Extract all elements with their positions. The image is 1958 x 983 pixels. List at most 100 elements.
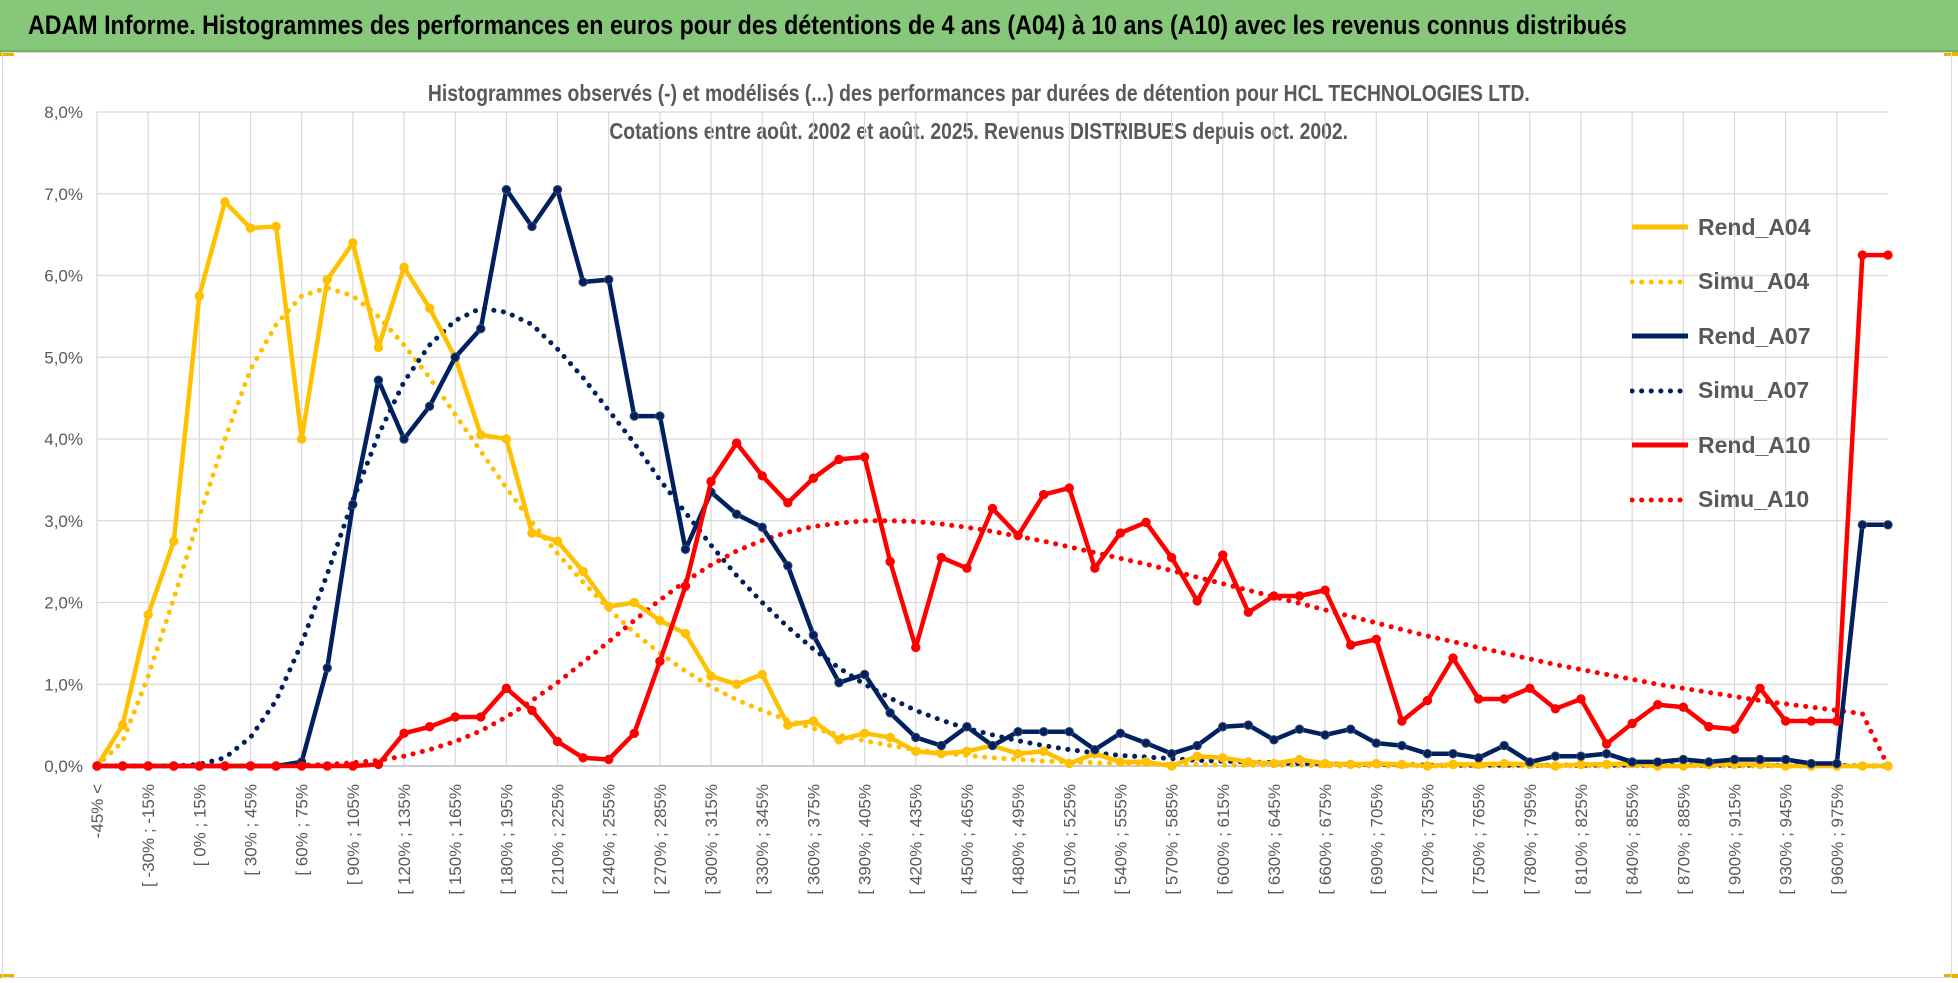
data-point-rend-a10 — [118, 762, 126, 770]
data-point-rend-a04 — [963, 747, 971, 755]
data-point-rend-a10 — [1577, 695, 1585, 703]
data-point-rend-a10 — [374, 760, 382, 768]
data-point-rend-a04 — [886, 733, 894, 741]
data-point-rend-a10 — [1244, 608, 1252, 616]
data-point-rend-a10 — [809, 474, 817, 482]
series-line-rend-a04 — [97, 202, 1888, 766]
data-point-rend-a10 — [349, 762, 357, 770]
data-point-rend-a10 — [860, 453, 868, 461]
data-point-rend-a10 — [477, 713, 485, 721]
data-point-rend-a07 — [349, 500, 357, 508]
data-point-rend-a10 — [1500, 695, 1508, 703]
legend-label: Rend_A04 — [1698, 214, 1810, 241]
data-point-rend-a07 — [732, 510, 740, 518]
data-point-rend-a10 — [246, 762, 254, 770]
x-tick-label: [ 570% ; 585% — [1163, 784, 1182, 895]
data-point-rend-a10 — [1423, 696, 1431, 704]
data-point-rend-a10 — [1781, 717, 1789, 725]
data-point-rend-a04 — [1321, 759, 1329, 767]
data-point-rend-a04 — [1602, 760, 1610, 768]
data-point-rend-a10 — [1756, 684, 1764, 692]
data-point-rend-a10 — [1219, 551, 1227, 559]
data-point-rend-a10 — [93, 762, 101, 770]
legend-label: Simu_A10 — [1698, 486, 1809, 513]
x-tick-label: [ 30% ; 45% — [242, 784, 261, 876]
data-point-rend-a10 — [784, 499, 792, 507]
legend-item: Rend_A10 — [1630, 418, 1830, 473]
data-point-rend-a07 — [656, 412, 664, 420]
data-point-rend-a04 — [1167, 762, 1175, 770]
legend-swatch — [1630, 329, 1690, 343]
x-tick-label: [ 150% ; 165% — [446, 784, 465, 895]
data-point-rend-a07 — [1807, 759, 1815, 767]
data-point-rend-a10 — [1705, 723, 1713, 731]
y-tick-label: 8,0% — [44, 103, 83, 122]
data-point-rend-a04 — [937, 750, 945, 758]
x-tick-label: [ 120% ; 135% — [395, 784, 414, 895]
data-point-rend-a07 — [605, 275, 613, 283]
data-point-rend-a07 — [937, 741, 945, 749]
data-point-rend-a10 — [1628, 719, 1636, 727]
data-point-rend-a10 — [553, 737, 561, 745]
data-point-rend-a10 — [451, 713, 459, 721]
data-point-rend-a04 — [1219, 754, 1227, 762]
data-point-rend-a04 — [1039, 747, 1047, 755]
data-point-rend-a10 — [1858, 251, 1866, 259]
data-point-rend-a10 — [1270, 592, 1278, 600]
data-point-rend-a10 — [886, 557, 894, 565]
data-point-rend-a10 — [1679, 703, 1687, 711]
x-tick-label: [ 930% ; 945% — [1777, 784, 1796, 895]
data-point-rend-a10 — [1014, 531, 1022, 539]
data-point-rend-a10 — [1142, 518, 1150, 526]
x-tick-label: [ 630% ; 645% — [1265, 784, 1284, 895]
data-point-rend-a10 — [1807, 717, 1815, 725]
legend-label: Rend_A10 — [1698, 432, 1810, 459]
data-point-rend-a04 — [118, 721, 126, 729]
data-point-rend-a04 — [349, 239, 357, 247]
data-point-rend-a07 — [400, 435, 408, 443]
data-point-rend-a07 — [758, 523, 766, 531]
x-tick-label: [ 60% ; 75% — [293, 784, 312, 876]
x-tick-label: [ 870% ; 885% — [1674, 784, 1693, 895]
legend-item: Simu_A04 — [1630, 255, 1830, 310]
data-point-rend-a10 — [221, 762, 229, 770]
data-point-rend-a10 — [835, 455, 843, 463]
legend-label: Simu_A04 — [1698, 268, 1809, 295]
data-point-rend-a07 — [1270, 736, 1278, 744]
data-point-rend-a07 — [1781, 755, 1789, 763]
data-point-rend-a04 — [1372, 759, 1380, 767]
data-point-rend-a04 — [400, 263, 408, 271]
data-point-rend-a10 — [1193, 597, 1201, 605]
x-tick-label: [ 360% ; 375% — [804, 784, 823, 895]
data-point-rend-a04 — [1500, 759, 1508, 767]
data-point-rend-a10 — [605, 755, 613, 763]
data-point-rend-a07 — [784, 562, 792, 570]
data-point-rend-a04 — [272, 222, 280, 230]
data-point-rend-a04 — [553, 537, 561, 545]
data-point-rend-a10 — [1347, 641, 1355, 649]
data-point-rend-a10 — [1167, 553, 1175, 561]
y-tick-label: 2,0% — [44, 594, 83, 613]
data-point-rend-a04 — [195, 292, 203, 300]
data-point-rend-a07 — [886, 709, 894, 717]
data-point-rend-a07 — [1577, 752, 1585, 760]
data-point-rend-a10 — [1321, 586, 1329, 594]
x-tick-label: [ 540% ; 555% — [1111, 784, 1130, 895]
series-line-simu-a04 — [97, 288, 1888, 766]
data-point-rend-a07 — [1679, 755, 1687, 763]
data-point-rend-a07 — [1372, 739, 1380, 747]
legend-swatch — [1630, 275, 1690, 289]
data-point-rend-a04 — [1398, 760, 1406, 768]
data-point-rend-a07 — [553, 185, 561, 193]
data-point-rend-a07 — [1756, 755, 1764, 763]
x-tick-label: [ 510% ; 525% — [1060, 784, 1079, 895]
data-point-rend-a04 — [425, 304, 433, 312]
legend-label: Rend_A07 — [1698, 323, 1810, 350]
data-point-rend-a07 — [988, 741, 996, 749]
data-point-rend-a10 — [732, 439, 740, 447]
data-point-rend-a07 — [1065, 727, 1073, 735]
data-point-rend-a07 — [1295, 725, 1303, 733]
x-tick-label: [ 780% ; 795% — [1521, 784, 1540, 895]
x-tick-label: [ 600% ; 615% — [1214, 784, 1233, 895]
data-point-rend-a04 — [1014, 750, 1022, 758]
